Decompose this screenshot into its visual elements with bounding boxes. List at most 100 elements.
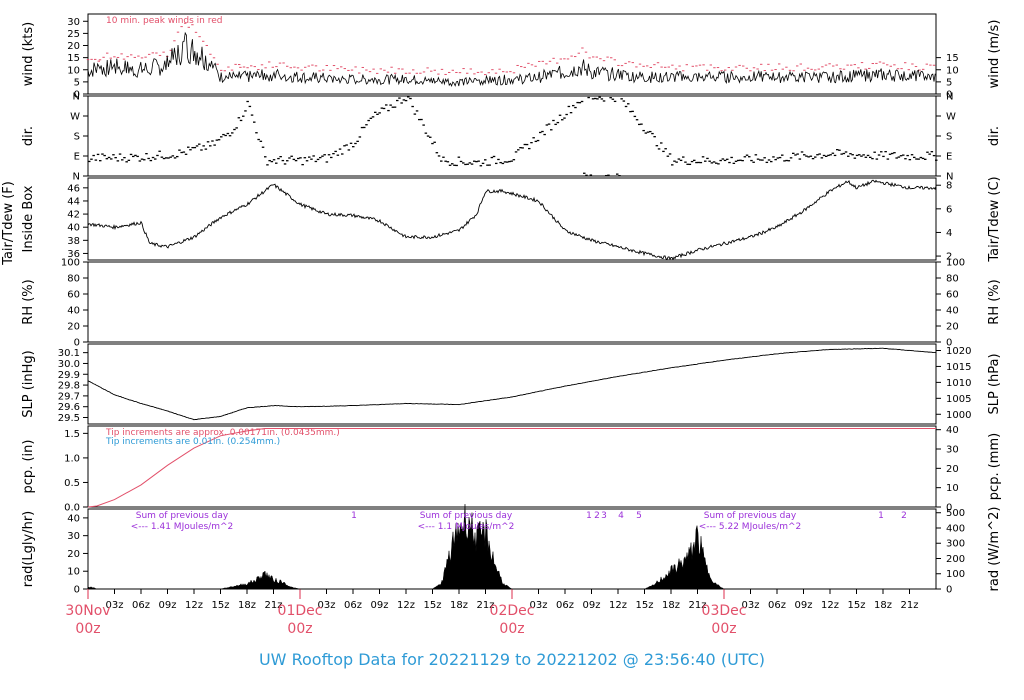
- x-major-hour: 00z: [711, 621, 736, 637]
- rad-mark: 1: [586, 511, 592, 521]
- pcp-left-tick-label: 0.5: [64, 478, 80, 489]
- wind-left-tick-label: 30: [67, 17, 80, 28]
- temp-ylabel-sub: Inside Box: [21, 185, 36, 252]
- x-major-day: 03Dec: [702, 603, 747, 619]
- temp-left-tick-label: 44: [67, 196, 80, 207]
- x-tick-label: 15z: [424, 600, 442, 611]
- x-tick-label: 12z: [821, 600, 839, 611]
- rh-left-tick-label: 20: [67, 322, 80, 333]
- x-tick-label: 21z: [477, 600, 495, 611]
- rh-left-tick-label: 0: [74, 338, 80, 349]
- rad-mark: 4: [618, 511, 624, 521]
- x-major-day: 30Nov: [65, 603, 110, 619]
- dir-left-tick-label: W: [70, 112, 80, 123]
- rad-day-note-line2: <--- 1.41 MJoules/m^2: [131, 522, 233, 532]
- x-tick-label: 15z: [848, 600, 866, 611]
- wind-left-tick-label: 10: [67, 65, 80, 76]
- rad-left-tick-label: 40: [67, 513, 80, 524]
- temp-series: [87, 179, 937, 261]
- x-major-hour: 00z: [287, 621, 312, 637]
- slp-right-tick-label: 1015: [946, 362, 971, 373]
- dir-left-tick-label: N: [73, 172, 80, 183]
- pcp-left-tick-label: 1.5: [64, 429, 80, 440]
- rad-ylabel-right: rad (W/m^2): [987, 507, 1002, 592]
- rh-left-tick-label: 80: [67, 274, 80, 285]
- x-tick-label: 15z: [636, 600, 654, 611]
- rh-ylabel: RH (%): [21, 279, 36, 324]
- panel-frame-pcp: [87, 425, 937, 508]
- dir-right-tick-label: N: [946, 92, 953, 103]
- temp-left-tick-label: 40: [67, 223, 80, 234]
- panel-frame-slp: [87, 343, 937, 425]
- x-tick-label: 06z: [344, 600, 362, 611]
- temp-right-tick-label: 6: [946, 204, 952, 215]
- x-tick-label: 21z: [265, 600, 283, 611]
- slp-left-tick-label: 29.6: [58, 402, 80, 413]
- panel-frame-rh: [87, 261, 937, 343]
- panel-frame-rad: [87, 508, 937, 590]
- pcp-right-tick-label: 40: [946, 425, 959, 436]
- x-tick-label: 09z: [159, 600, 177, 611]
- rad-right-tick-label: 0: [946, 585, 952, 596]
- x-major-hour: 00z: [499, 621, 524, 637]
- rad-mark: 1: [878, 511, 884, 521]
- slp-left-tick-label: 29.8: [58, 381, 80, 392]
- slp-left-tick-label: 29.5: [58, 413, 80, 424]
- rad-mark: 5: [636, 511, 642, 521]
- wind-ylabel-right: wind (m/s): [987, 20, 1002, 89]
- rad-mark: 2: [594, 511, 600, 521]
- pcp-right-tick-label: 30: [946, 445, 959, 456]
- rh-left-tick-label: 60: [67, 290, 80, 301]
- rad-day-note-line1: Sum of previous day: [136, 511, 229, 521]
- dir-right-tick-label: N: [946, 172, 953, 183]
- pcp-series: [87, 428, 936, 508]
- temp-ylabel-right: Tair/Tdew (C): [987, 176, 1002, 262]
- x-tick-label: 03z: [318, 600, 336, 611]
- rad-series: [87, 504, 936, 590]
- wind-right-tick-label: 5: [946, 77, 952, 88]
- pcp-left-tick-label: 1.0: [64, 453, 80, 464]
- temp-left-tick-label: 36: [67, 249, 80, 260]
- rh-right-tick-label: 100: [946, 258, 965, 269]
- x-tick-label: 12z: [185, 600, 203, 611]
- rad-mark: 3: [601, 511, 607, 521]
- wind-left-tick-label: 25: [67, 29, 80, 40]
- panel-frame-temp: [87, 177, 937, 261]
- pcp-note-secondary: Tip increments are 0.01in. (0.254mm.): [105, 437, 280, 447]
- slp-ylabel: SLP (inHg): [21, 350, 36, 418]
- rad-mark: 1: [351, 511, 357, 521]
- wind-right-tick-label: 15: [946, 53, 959, 64]
- panel-frame-wind: [87, 13, 937, 95]
- rad-left-tick-label: 10: [67, 567, 80, 578]
- x-tick-label: 09z: [795, 600, 813, 611]
- rad-day-note-line1: Sum of previous day: [704, 511, 797, 521]
- rh-right-tick-label: 0: [946, 338, 952, 349]
- rad-left-tick-label: 30: [67, 531, 80, 542]
- pcp-right-tick-label: 0: [946, 503, 952, 514]
- dir-right-tick-label: S: [946, 132, 952, 143]
- wind-left-tick-label: 5: [74, 77, 80, 88]
- dir-ylabel-right: dir.: [987, 126, 1002, 146]
- slp-left-tick-label: 30.0: [58, 359, 80, 370]
- dir-left-tick-label: N: [73, 92, 80, 103]
- wind-left-tick-label: 15: [67, 53, 80, 64]
- slp-right-tick-label: 1010: [946, 378, 971, 389]
- rad-day-note-line2: <--- 1.1 MJoules/m^2: [418, 522, 515, 532]
- slp-right-tick-label: 1020: [946, 346, 971, 357]
- x-tick-label: 09z: [371, 600, 389, 611]
- x-tick-label: 03z: [742, 600, 760, 611]
- slp-right-tick-label: 1000: [946, 410, 971, 421]
- dir-left-tick-label: E: [74, 152, 80, 163]
- pcp-left-tick-label: 0.0: [64, 503, 80, 514]
- slp-left-tick-label: 30.1: [58, 348, 80, 359]
- x-major-day: 01Dec: [278, 603, 323, 619]
- x-tick-label: 12z: [609, 600, 627, 611]
- temp-left-tick-label: 46: [67, 183, 80, 194]
- slp-right-tick-label: 1005: [946, 394, 971, 405]
- rad-right-tick-label: 400: [946, 523, 965, 534]
- temp-right-tick-label: 8: [946, 181, 952, 192]
- rad-ylabel: rad(Lgly/hr): [21, 511, 36, 587]
- x-tick-label: 09z: [583, 600, 601, 611]
- rh-left-tick-label: 40: [67, 306, 80, 317]
